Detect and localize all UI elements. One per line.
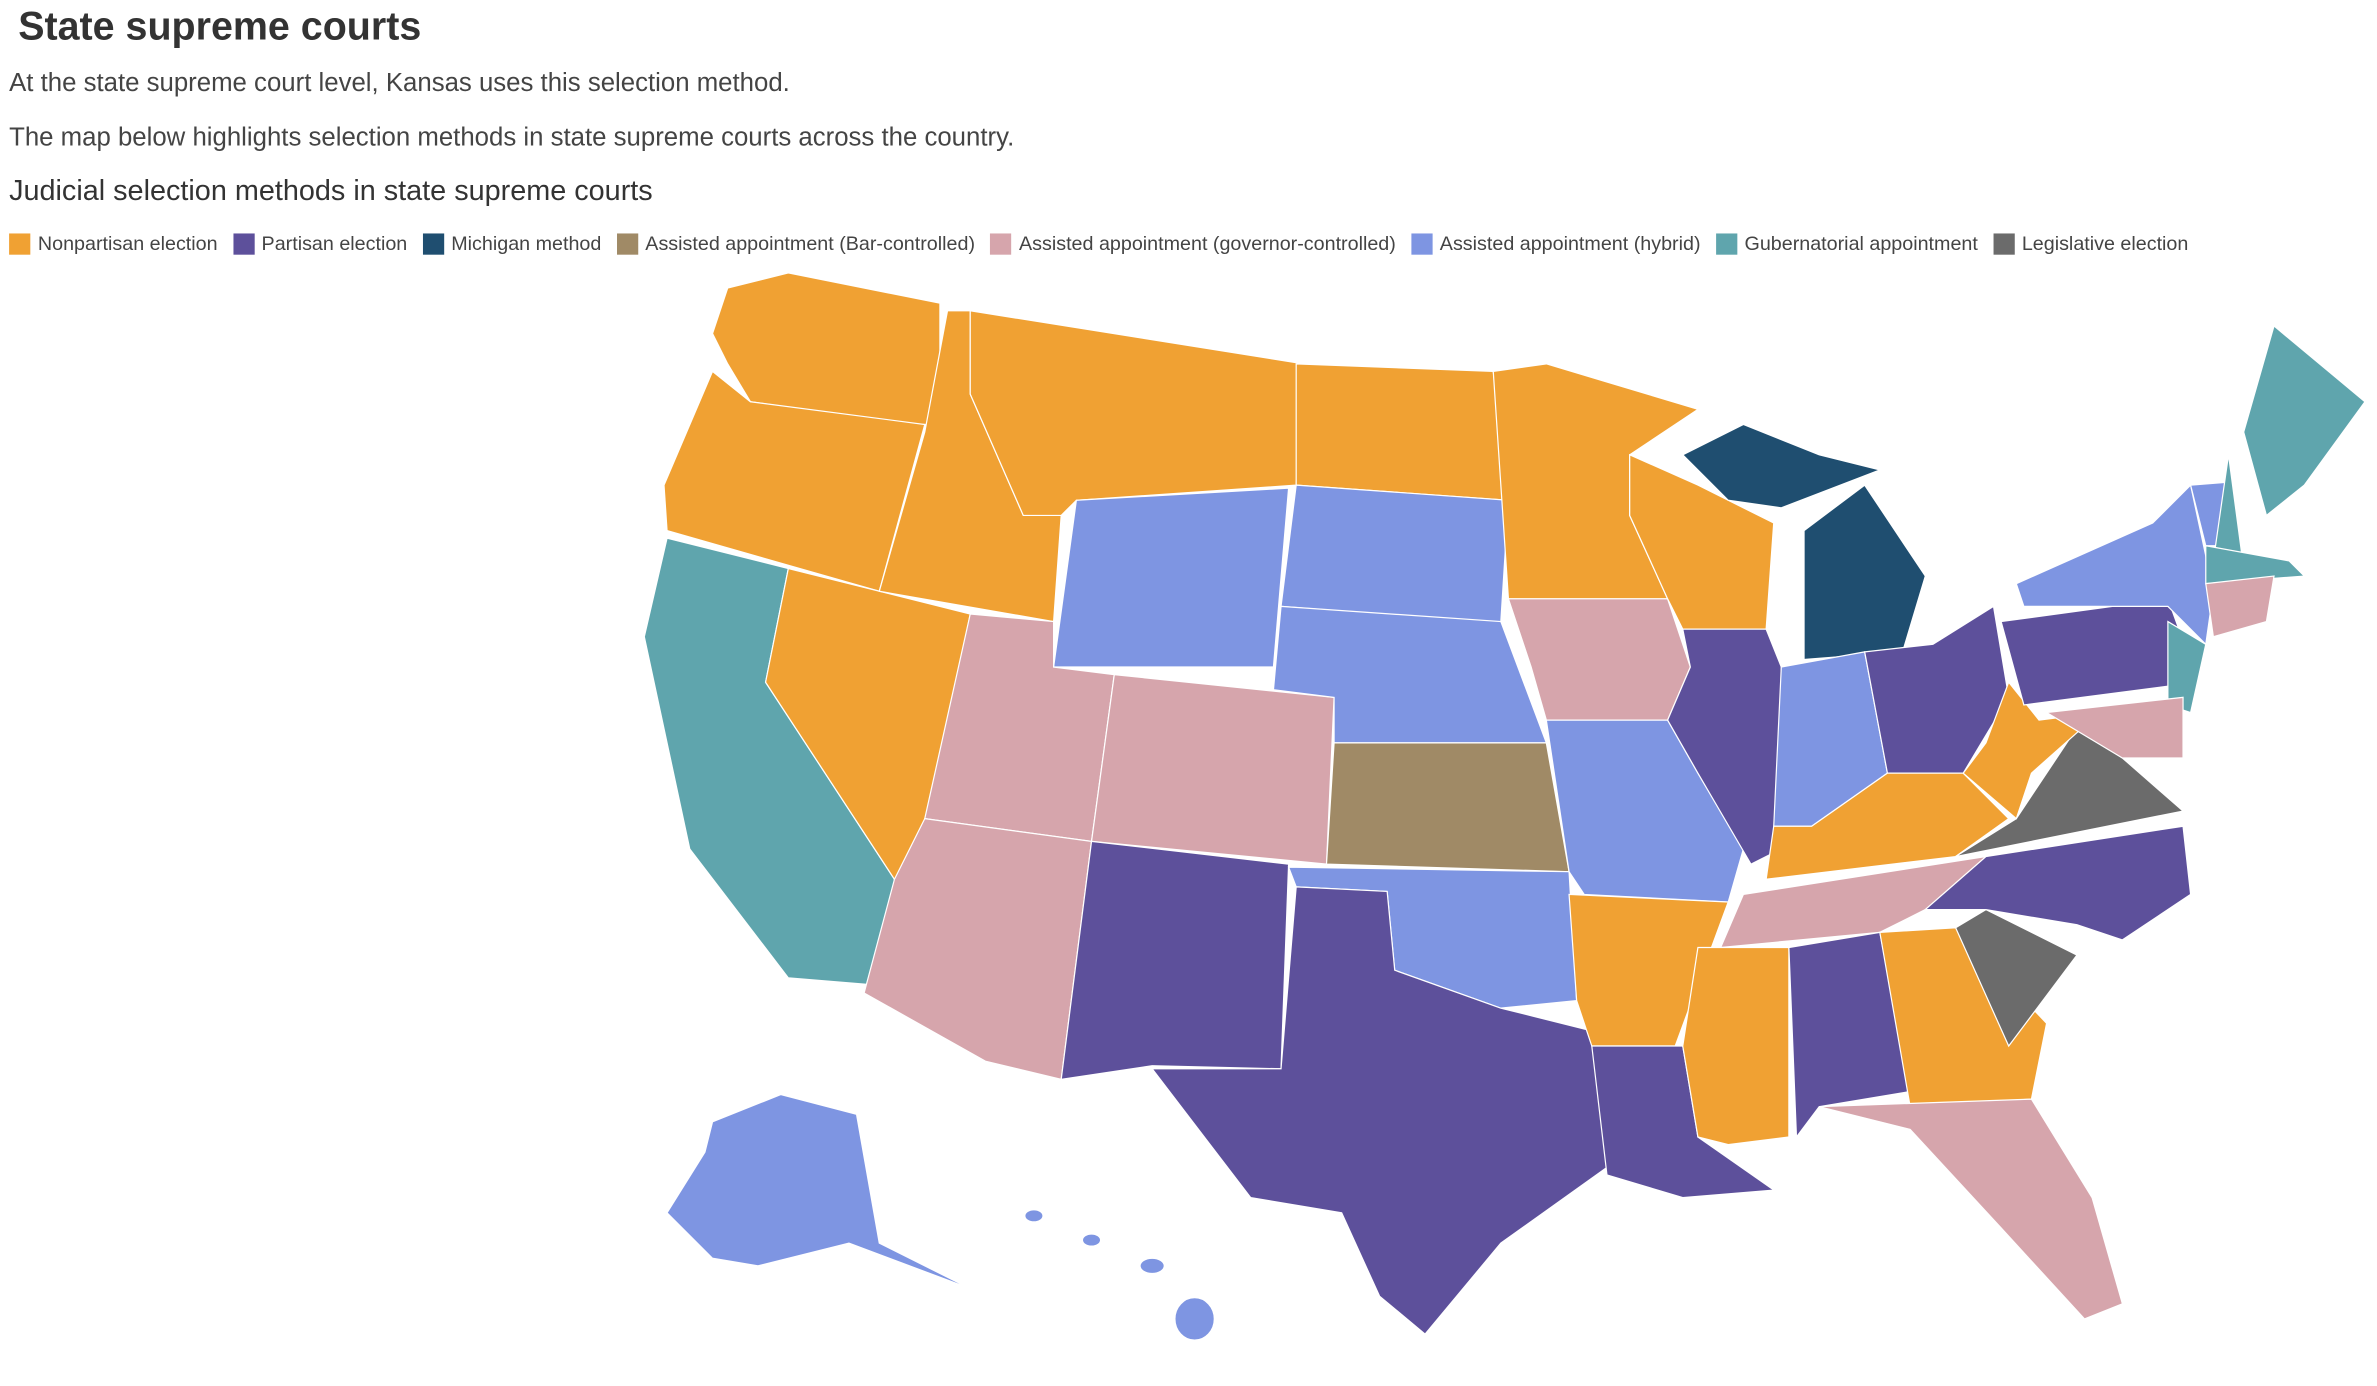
legend-swatch <box>232 232 254 254</box>
state <box>1879 927 2048 1108</box>
state <box>1819 1098 2124 1320</box>
legend-item: Gubernatorial appointment <box>1715 231 1978 255</box>
state <box>1681 423 1882 509</box>
legend-label: Michigan method <box>451 231 602 255</box>
state <box>1060 840 1290 1081</box>
legend-label: Assisted appointment (governor-controlle… <box>1018 231 1396 255</box>
legend-swatch <box>1715 232 1737 254</box>
legend-item: Michigan method <box>422 232 601 255</box>
paragraph: The map below highlights selection metho… <box>9 122 1015 152</box>
legend-item: Assisted appointment (governor-controlle… <box>990 232 1396 255</box>
state <box>1803 484 1926 661</box>
legend-item: Legislative election <box>1993 232 2188 255</box>
state <box>666 1093 971 1290</box>
legend: Nonpartisan election Partisan election Mic… <box>9 232 2188 255</box>
state <box>1765 772 2010 880</box>
state <box>1962 680 2102 820</box>
state <box>1923 825 2192 941</box>
state <box>1325 742 1570 873</box>
legend-label: Assisted appointment (hybrid) <box>1439 231 1701 255</box>
legend-item: Assisted appointment (Bar-controlled) <box>616 232 975 255</box>
legend-item: Partisan election <box>232 231 408 255</box>
state <box>1280 484 1510 623</box>
state <box>2243 324 2366 517</box>
state <box>969 310 1305 517</box>
state <box>2044 696 2184 759</box>
states <box>643 272 2366 1341</box>
legend-swatch <box>1410 232 1433 254</box>
legend-swatch <box>9 232 31 254</box>
state <box>1024 1209 1044 1223</box>
legend-item: Nonpartisan election <box>9 231 218 255</box>
state <box>1090 673 1335 865</box>
state <box>1507 598 1691 721</box>
state <box>1295 363 1510 501</box>
state <box>2167 620 2207 714</box>
paragraph: At the state supreme court level, Kansas… <box>9 68 790 98</box>
legend-label: Nonpartisan election <box>37 231 218 255</box>
state <box>1954 908 2078 1048</box>
state <box>1150 886 1608 1335</box>
state <box>1719 855 1988 949</box>
legend-swatch <box>422 232 444 254</box>
state <box>1788 931 1911 1139</box>
state <box>1174 1297 1215 1341</box>
legend-label: Partisan election <box>261 231 408 255</box>
state <box>1081 1233 1102 1247</box>
state <box>1666 628 1782 865</box>
title: State supreme courts <box>18 3 422 49</box>
legend-swatch <box>1993 232 2015 254</box>
state <box>2205 575 2275 638</box>
state <box>1139 1257 1165 1275</box>
map-title: Judicial selection methods in state supr… <box>9 175 653 208</box>
legend-item: Assisted appointment (hybrid) <box>1410 231 1701 255</box>
state <box>2015 483 2214 646</box>
legend-label: Assisted appointment (Bar-controlled) <box>645 231 976 255</box>
legend-swatch <box>990 232 1012 254</box>
state <box>1682 946 1790 1146</box>
legend-swatch <box>616 232 638 254</box>
state <box>2205 545 2306 585</box>
legend-label: Legislative election <box>2021 231 2189 255</box>
legend-label: Gubernatorial appointment <box>1744 231 1978 255</box>
state <box>1052 487 1290 668</box>
